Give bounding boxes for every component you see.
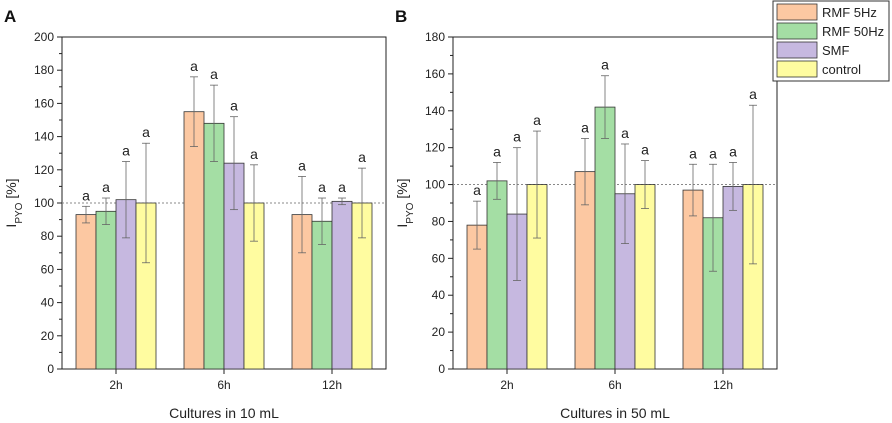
y-tick-label: 180 [34, 63, 54, 77]
x-tick-label: 2h [109, 378, 122, 392]
significance-label: a [338, 179, 346, 195]
y-tick-label: 120 [425, 141, 445, 155]
significance-label: a [122, 143, 130, 159]
bar-rmf-5hz-12h [682, 189, 704, 370]
legend-swatch [776, 3, 818, 21]
significance-label: a [210, 66, 218, 82]
y-tick-label: 80 [41, 229, 55, 243]
significance-label: a [749, 86, 757, 102]
panel-b-chart: B0204060801001201401601802haaaa6haaaa12h… [394, 7, 778, 421]
significance-label: a [318, 179, 326, 195]
y-tick-label: 60 [41, 262, 55, 276]
significance-label: a [190, 58, 198, 74]
y-tick-label: 0 [438, 362, 445, 376]
panel-letter-a: A [4, 7, 16, 26]
bar-rmf-50hz-2h [95, 210, 117, 370]
y-tick-label: 60 [432, 251, 446, 265]
legend-label: SMF [822, 43, 850, 58]
x-tick-label: 6h [608, 378, 621, 392]
y-axis-title: IPYO [%] [3, 178, 25, 227]
legend: RMF 5Hz RMF 50Hz SMF control [772, 0, 890, 82]
bar-rmf-50hz-2h [486, 180, 508, 370]
significance-label: a [709, 145, 717, 161]
bar-smf-12h [722, 185, 744, 370]
legend-label: RMF 5Hz [822, 5, 877, 20]
significance-label: a [621, 125, 629, 141]
significance-label: a [581, 119, 589, 135]
y-tick-label: 140 [34, 130, 54, 144]
panel-letter-b: B [395, 7, 407, 26]
legend-swatch [776, 60, 818, 78]
bar-smf-12h [331, 200, 353, 370]
x-tick-label: 2h [500, 378, 513, 392]
y-tick-label: 40 [41, 296, 55, 310]
legend-swatch [776, 41, 818, 59]
y-tick-label: 0 [47, 362, 54, 376]
significance-label: a [250, 146, 258, 162]
y-tick-label: 160 [425, 67, 445, 81]
significance-label: a [358, 149, 366, 165]
y-axis-title: IPYO [%] [394, 178, 416, 227]
significance-label: a [513, 129, 521, 145]
y-tick-label: 180 [425, 30, 445, 44]
bar-rmf-5hz-6h [183, 111, 205, 370]
y-tick-label: 20 [41, 329, 55, 343]
y-tick-label: 120 [34, 163, 54, 177]
significance-label: a [641, 142, 649, 158]
bar-control-6h [634, 184, 656, 370]
x-axis-title: Cultures in 10 mL [169, 405, 279, 421]
legend-label: RMF 50Hz [822, 24, 884, 39]
y-tick-label: 100 [34, 196, 54, 210]
x-axis-title: Cultures in 50 mL [560, 405, 670, 421]
significance-label: a [82, 187, 90, 203]
x-tick-label: 6h [217, 378, 230, 392]
significance-label: a [102, 179, 110, 195]
significance-label: a [298, 157, 306, 173]
y-tick-label: 20 [432, 325, 446, 339]
y-tick-label: 160 [34, 96, 54, 110]
legend-label: control [822, 62, 861, 77]
panel-a-chart: A0204060801001201401601802002haaaa6haaaa… [3, 7, 387, 421]
x-tick-label: 12h [322, 378, 342, 392]
legend-swatch [776, 22, 818, 40]
significance-label: a [533, 112, 541, 128]
significance-label: a [689, 145, 697, 161]
significance-label: a [142, 124, 150, 140]
y-tick-label: 40 [432, 288, 446, 302]
significance-label: a [601, 57, 609, 73]
y-tick-label: 140 [425, 104, 445, 118]
y-tick-label: 100 [425, 178, 445, 192]
bar-rmf-5hz-2h [75, 214, 97, 370]
significance-label: a [493, 143, 501, 159]
bar-rmf-50hz-6h [594, 106, 616, 370]
significance-label: a [729, 143, 737, 159]
significance-label: a [230, 98, 238, 114]
y-tick-label: 80 [432, 214, 446, 228]
x-tick-label: 12h [713, 378, 733, 392]
y-tick-label: 200 [34, 30, 54, 44]
significance-label: a [473, 182, 481, 198]
